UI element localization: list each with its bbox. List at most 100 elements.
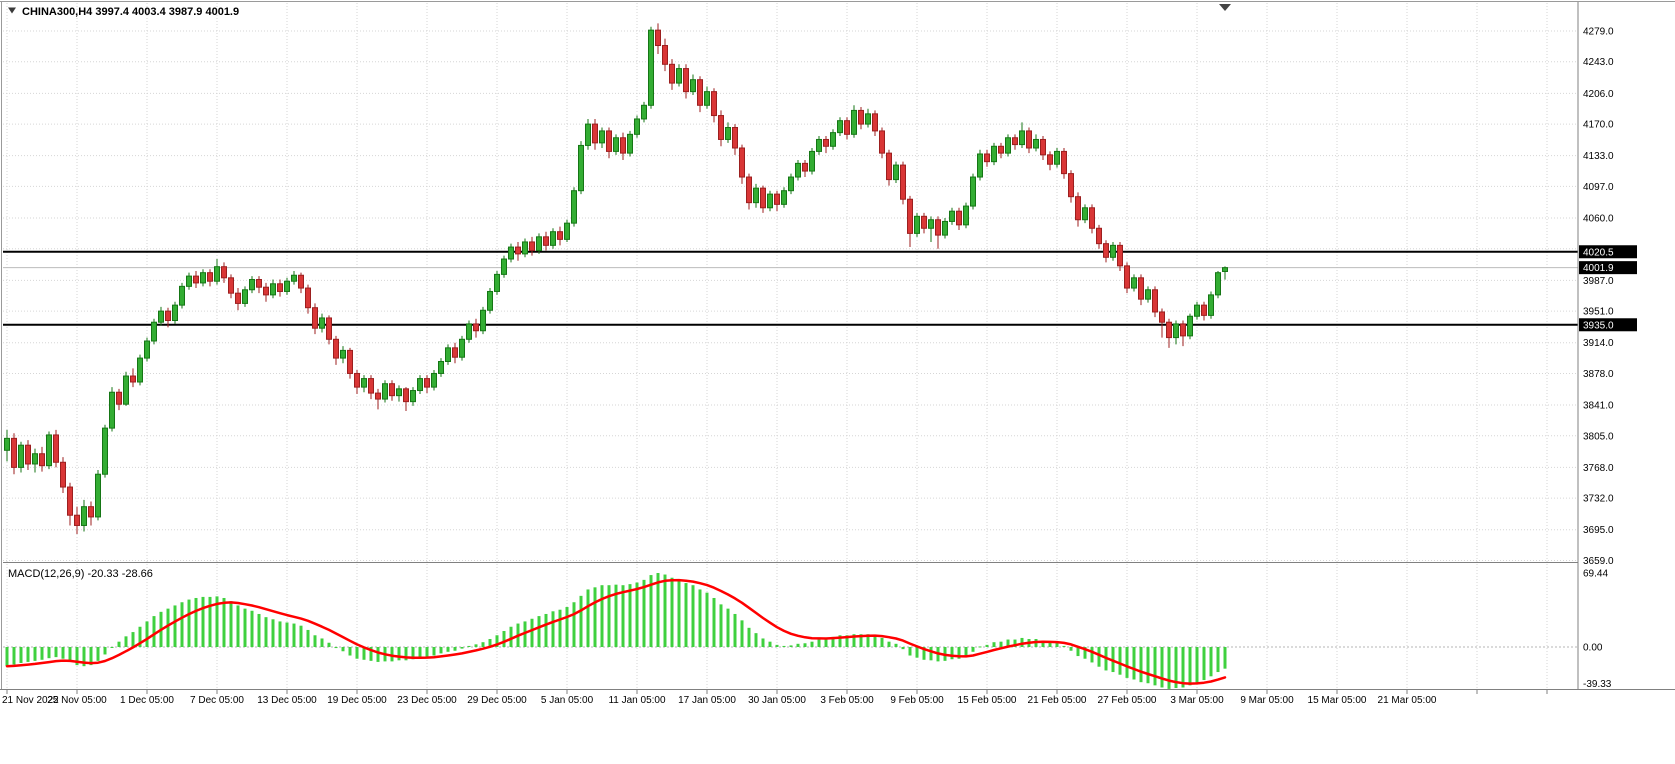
macd-histogram-bar bbox=[509, 626, 513, 647]
macd-histogram-bar bbox=[887, 641, 891, 647]
candle-body bbox=[935, 219, 941, 236]
macd-histogram-bar bbox=[866, 634, 870, 647]
candle-body bbox=[998, 145, 1004, 154]
candle-body bbox=[1145, 289, 1151, 300]
macd-histogram-bar bbox=[894, 643, 898, 647]
candle-body bbox=[592, 123, 598, 144]
macd-histogram-bar bbox=[467, 645, 471, 647]
candle-body bbox=[165, 310, 171, 322]
macd-histogram-bar bbox=[229, 601, 233, 647]
price-axis-label: 4060.0 bbox=[1583, 214, 1614, 225]
macd-histogram-bar bbox=[586, 589, 590, 647]
candle-body bbox=[746, 176, 752, 204]
candle-body bbox=[641, 104, 647, 120]
candle-body bbox=[459, 338, 465, 358]
macd-histogram-bar bbox=[502, 631, 506, 647]
macd-histogram-bar bbox=[1118, 647, 1122, 675]
price-axis-label: 3768.0 bbox=[1583, 463, 1614, 474]
candle-body bbox=[382, 383, 388, 400]
candle-body bbox=[466, 323, 472, 340]
macd-histogram-bar bbox=[495, 635, 499, 647]
candle-body bbox=[284, 280, 290, 292]
price-axis-label: 3841.0 bbox=[1583, 401, 1614, 412]
candle-body bbox=[991, 145, 997, 163]
macd-histogram-bar bbox=[1062, 645, 1066, 647]
candle-body bbox=[571, 190, 577, 224]
macd-histogram-bar bbox=[460, 647, 464, 649]
candle-body bbox=[81, 506, 87, 526]
candle-body bbox=[214, 266, 220, 282]
macd-histogram-bar bbox=[75, 647, 79, 666]
macd-histogram-bar bbox=[971, 647, 975, 652]
macd-histogram-bar bbox=[768, 641, 772, 647]
macd-indicator-label: MACD(12,26,9) -20.33 -28.66 bbox=[8, 568, 153, 580]
candle-body bbox=[907, 198, 913, 234]
candle-body bbox=[1187, 315, 1193, 337]
time-axis-label: 25 Nov 05:00 bbox=[47, 695, 107, 706]
macd-histogram-bar bbox=[992, 642, 996, 647]
candle-body bbox=[368, 378, 374, 394]
macd-histogram-bar bbox=[5, 647, 9, 667]
macd-histogram-bar bbox=[1097, 647, 1101, 667]
candle-body bbox=[599, 130, 605, 144]
macd-histogram-bar bbox=[264, 617, 268, 647]
price-axis-label: 3695.0 bbox=[1583, 525, 1614, 536]
macd-histogram-bar bbox=[1090, 647, 1094, 663]
candle-body bbox=[375, 392, 381, 400]
candle-body bbox=[522, 241, 528, 255]
candle-body bbox=[1222, 267, 1228, 272]
candle-body bbox=[543, 236, 549, 246]
price-axis-label: 4206.0 bbox=[1583, 89, 1614, 100]
horizontal-lines-layer[interactable] bbox=[3, 250, 1578, 326]
candle-body bbox=[1194, 304, 1200, 317]
candle-body bbox=[109, 391, 115, 429]
candle-body bbox=[1138, 277, 1144, 300]
candle-body bbox=[53, 434, 59, 463]
candle-body bbox=[690, 79, 696, 93]
macd-histogram-bar bbox=[691, 585, 695, 647]
candle-body bbox=[95, 473, 101, 518]
candle-body bbox=[718, 115, 724, 140]
candle-body bbox=[389, 383, 395, 397]
candle-body bbox=[410, 390, 416, 403]
candle-body bbox=[578, 144, 584, 192]
candle-body bbox=[123, 375, 129, 405]
price-axis-label: 3987.0 bbox=[1583, 276, 1614, 287]
macd-histogram-bar bbox=[1055, 642, 1059, 647]
macd-histogram-bar bbox=[376, 647, 380, 662]
candle-body bbox=[319, 317, 325, 329]
candle-body bbox=[627, 133, 633, 154]
candle-body bbox=[235, 292, 241, 304]
candle-body bbox=[1061, 150, 1067, 175]
macd-histogram-bar bbox=[614, 584, 618, 647]
price-axis-label: 3732.0 bbox=[1583, 494, 1614, 505]
candle-body bbox=[74, 514, 80, 526]
candle-body bbox=[1103, 243, 1109, 258]
macd-histogram-bar bbox=[824, 638, 828, 647]
macd-histogram-bar bbox=[341, 647, 345, 652]
time-axis-label: 1 Dec 05:00 bbox=[120, 695, 174, 706]
candle-body bbox=[809, 150, 815, 172]
price-label-box-text: 3935.0 bbox=[1583, 320, 1614, 331]
candle-body bbox=[963, 205, 969, 226]
candle-body bbox=[1117, 244, 1123, 267]
macd-histogram-bar bbox=[684, 583, 688, 647]
candle-body bbox=[67, 486, 73, 516]
candle-body bbox=[130, 375, 136, 383]
candle-body bbox=[1068, 173, 1074, 198]
candle-body bbox=[739, 147, 745, 178]
symbol-marker-icon bbox=[8, 7, 16, 14]
candle-body bbox=[424, 378, 430, 388]
chart-title: CHINA300,H4 3997.4 4003.4 3987.9 4001.9 bbox=[22, 6, 239, 18]
macd-histogram-bar bbox=[1006, 639, 1010, 647]
macd-histogram-bar bbox=[901, 647, 905, 650]
candle-body bbox=[697, 79, 703, 106]
candle-body bbox=[879, 130, 885, 154]
candle-body bbox=[529, 241, 535, 251]
candle-body bbox=[1173, 323, 1179, 339]
candle-body bbox=[396, 388, 402, 397]
time-axis-label: 13 Dec 05:00 bbox=[257, 695, 317, 706]
macd-histogram-bar bbox=[285, 622, 289, 647]
time-axis-label: 17 Jan 05:00 bbox=[678, 695, 736, 706]
